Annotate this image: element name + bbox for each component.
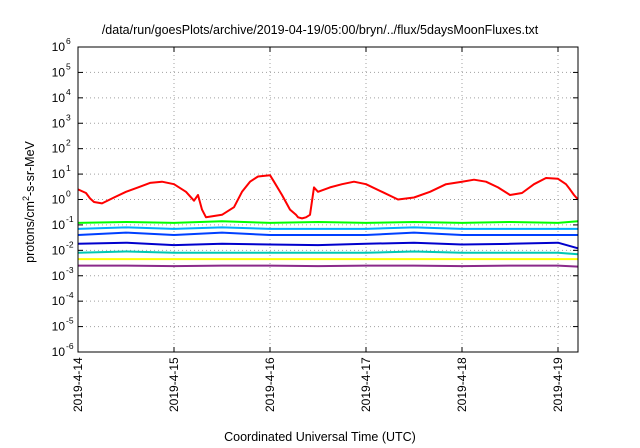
y-tick-label: 10 <box>52 345 66 359</box>
plot-frame <box>77 46 579 353</box>
y-tick-label: 10 <box>52 91 66 105</box>
x-axis-label: Coordinated Universal Time (UTC) <box>224 430 416 444</box>
y-tick-label: 10 <box>52 142 66 156</box>
y-tick-label: 10 <box>52 320 66 334</box>
series-line-1 <box>77 174 579 220</box>
y-tick-exponent: -6 <box>66 341 74 351</box>
y-tick-label: 10 <box>52 243 66 257</box>
y-tick-label: 10 <box>52 167 66 181</box>
x-tick-label: 2019-4-18 <box>455 357 469 412</box>
series-line-2 <box>77 220 579 224</box>
x-tick-label: 2019-4-16 <box>263 357 277 412</box>
x-tick-label: 2019-4-17 <box>359 357 373 412</box>
series-line-5 <box>77 241 579 250</box>
y-tick-label: 10 <box>52 116 66 130</box>
y-tick-exponent: 0 <box>66 189 71 199</box>
series-line-4 <box>77 231 578 236</box>
x-tick-label: 2019-4-14 <box>71 357 85 412</box>
series-line-6 <box>77 250 579 256</box>
y-tick-exponent: 1 <box>66 163 71 173</box>
y-tick-exponent: -5 <box>66 316 74 326</box>
y-tick-exponent: 4 <box>66 87 71 97</box>
x-tick-label: 2019-4-15 <box>167 357 181 412</box>
x-tick-label: 2019-4-19 <box>551 357 565 412</box>
y-tick-label: 10 <box>52 218 66 232</box>
y-tick-exponent: 3 <box>66 112 71 122</box>
y-tick-label: 10 <box>52 193 66 207</box>
series-layer <box>77 174 579 268</box>
y-tick-exponent: 2 <box>66 138 71 148</box>
grid-layer <box>78 47 578 352</box>
y-tick-label: 10 <box>52 40 66 54</box>
series-line-3 <box>77 226 578 230</box>
series-line-8 <box>78 264 579 268</box>
y-tick-exponent: -3 <box>66 265 74 275</box>
y-tick-label: 10 <box>52 294 66 308</box>
chart-title: /data/run/goesPlots/archive/2019-04-19/0… <box>101 23 539 37</box>
y-tick-exponent: 6 <box>66 36 71 46</box>
axis-layer: 10 -610 -510 -410 -310 -210 -110 010 110 210 310 41… <box>52 36 579 412</box>
y-tick-exponent: -4 <box>66 290 74 300</box>
y-tick-label: 10 <box>52 269 66 283</box>
y-tick-exponent: 5 <box>66 61 71 71</box>
y-tick-exponent: -1 <box>66 214 74 224</box>
y-tick-label: 10 <box>52 65 66 79</box>
y-tick-exponent: -2 <box>66 239 74 249</box>
